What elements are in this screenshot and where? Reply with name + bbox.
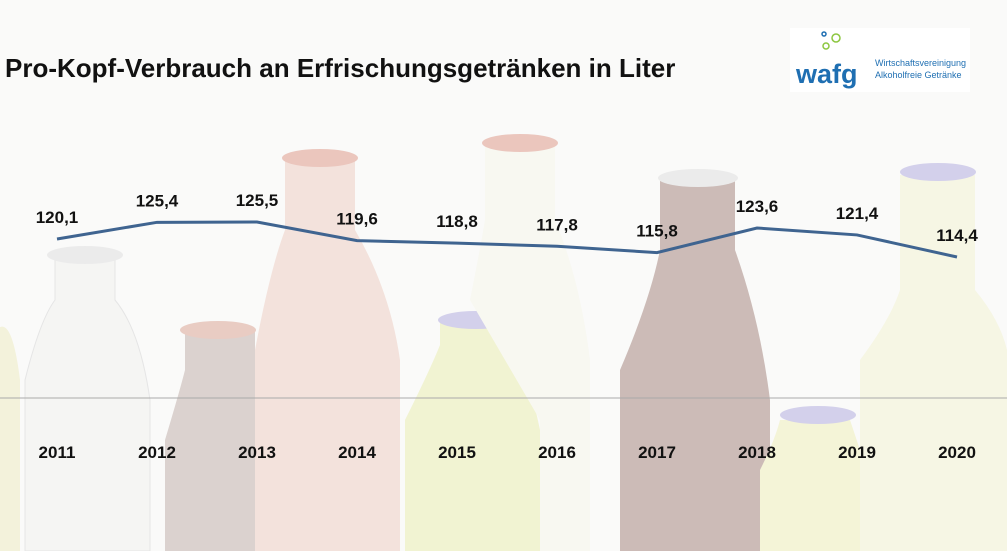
logo-box <box>790 28 970 92</box>
chart-title: Pro-Kopf-Verbrauch an Erfrischungsgeträn… <box>5 53 675 83</box>
x-tick-label: 2017 <box>638 443 676 462</box>
x-tick-label: 2015 <box>438 443 476 462</box>
x-tick-label: 2016 <box>538 443 576 462</box>
x-tick-label: 2012 <box>138 443 176 462</box>
value-label: 125,5 <box>236 191 279 210</box>
x-tick-label: 2018 <box>738 443 776 462</box>
logo-line: Alkoholfreie Getränke <box>875 70 962 80</box>
x-tick-label: 2019 <box>838 443 876 462</box>
value-label: 121,4 <box>836 204 879 223</box>
x-tick-label: 2011 <box>39 443 76 462</box>
logo-line: Wirtschaftsvereinigung <box>875 58 966 68</box>
line <box>56 220 958 259</box>
x-tick-label: 2020 <box>938 443 976 462</box>
logo-name: wafg <box>795 59 858 89</box>
value-label: 120,1 <box>36 208 79 227</box>
logo: wafg Wirtschaftsvereinigung Alkoholfreie… <box>790 28 970 92</box>
value-label: 123,6 <box>736 197 779 216</box>
value-label: 119,6 <box>336 210 378 229</box>
value-label: 125,4 <box>136 191 179 210</box>
x-tick-label: 2014 <box>338 443 376 462</box>
value-label: 115,8 <box>636 222 678 241</box>
value-label: 118,8 <box>436 212 478 231</box>
value-label: 117,8 <box>536 215 578 234</box>
value-label: 114,4 <box>936 226 978 245</box>
x-tick-label: 2013 <box>238 443 276 462</box>
